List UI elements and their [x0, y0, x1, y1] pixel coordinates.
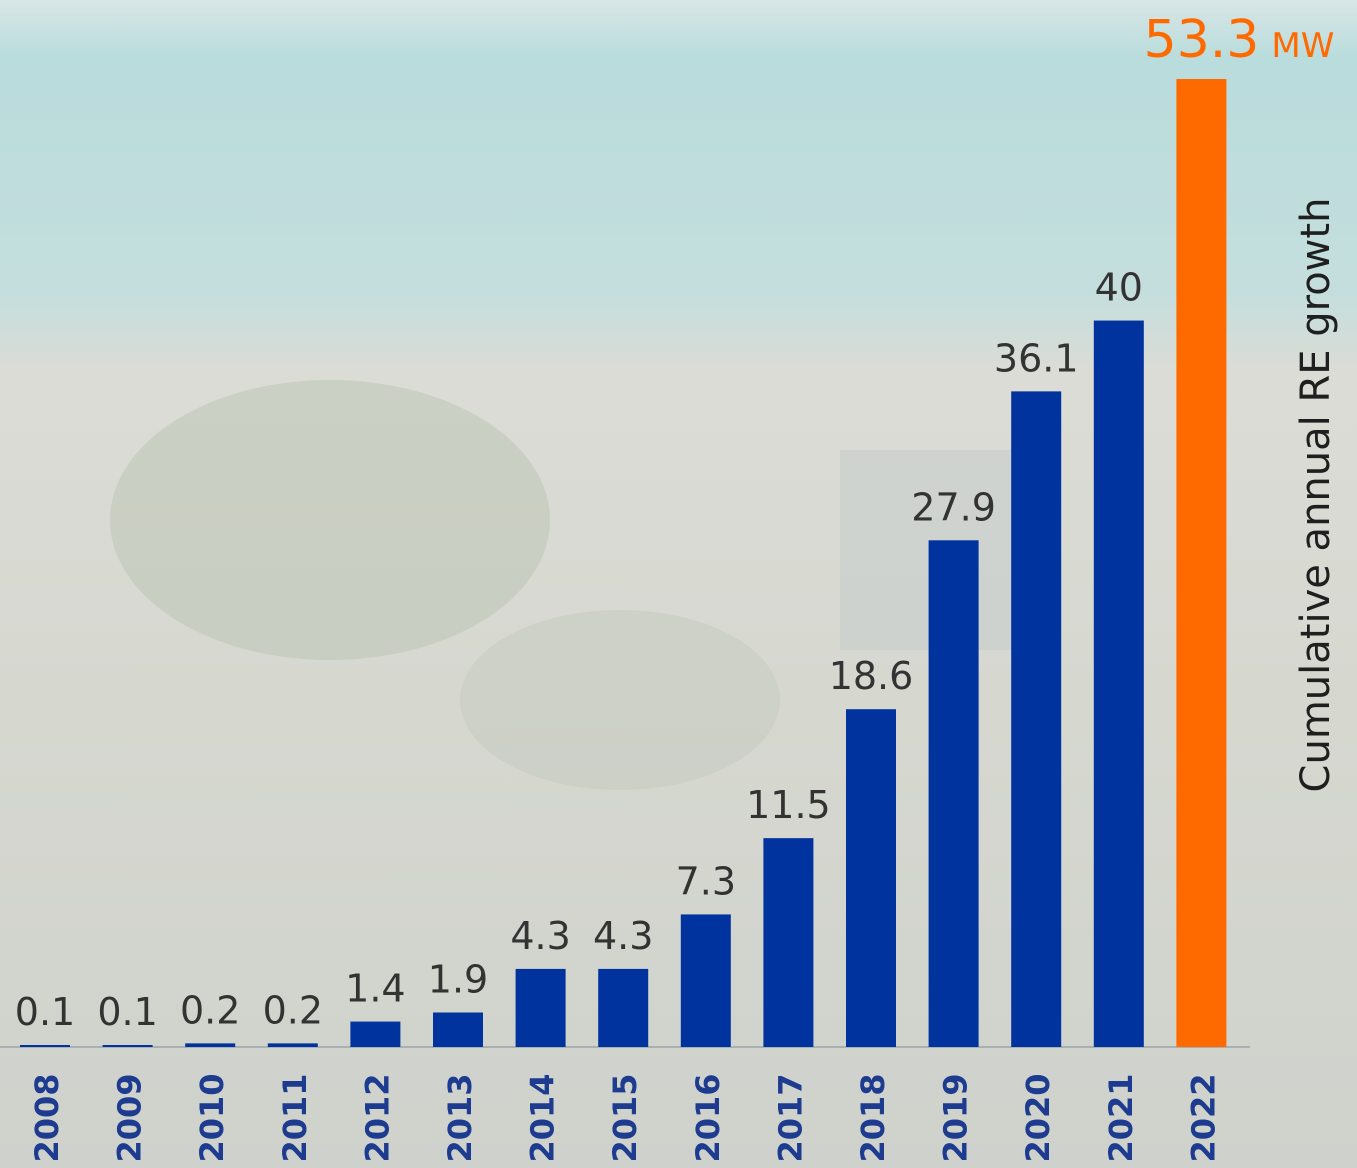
value-label: 4.3 [510, 914, 570, 958]
value-label: 0.2 [180, 988, 240, 1032]
chart: Cumulative annual RE growth 0.1 2008 0.1 20… [0, 0, 1357, 1168]
bar [1176, 79, 1226, 1047]
x-tick-label: 2014 [524, 1073, 562, 1162]
value-label: 4.3 [593, 914, 653, 958]
axis-label: Cumulative annual RE growth [1293, 198, 1339, 793]
value-label: 0.1 [15, 990, 75, 1034]
bar [20, 1045, 70, 1047]
bar [763, 838, 813, 1047]
value-label: 1.9 [428, 957, 488, 1001]
x-tick-label: 2022 [1184, 1073, 1222, 1162]
bar [103, 1045, 153, 1047]
value-label: 40 [1095, 266, 1143, 310]
bar [846, 709, 896, 1047]
x-tick-label: 2017 [771, 1073, 809, 1162]
bar [268, 1043, 318, 1047]
value-label: 53.3 [1144, 10, 1260, 70]
unit-label: MW [1271, 26, 1334, 66]
x-tick-label: 2013 [441, 1073, 479, 1162]
value-label: 0.2 [263, 988, 323, 1032]
x-tick-label: 2011 [276, 1073, 314, 1162]
value-label: 7.3 [676, 859, 736, 903]
x-tick-label: 2008 [28, 1073, 66, 1162]
value-label: 1.4 [345, 967, 405, 1011]
x-tick-label: 2009 [111, 1073, 149, 1162]
bar [1094, 321, 1144, 1047]
x-tick-label: 2018 [854, 1073, 892, 1162]
bar [598, 969, 648, 1047]
x-tick-label: 2012 [358, 1073, 396, 1162]
x-tick-label: 2016 [689, 1073, 727, 1162]
bar [185, 1043, 235, 1047]
bar [929, 540, 979, 1047]
background-roof [460, 610, 780, 790]
bar [516, 969, 566, 1047]
page: Cumulative annual RE growth 0.1 2008 0.1 20… [0, 0, 1357, 1168]
value-label: 11.5 [746, 783, 831, 827]
background-tree [110, 380, 550, 660]
x-tick-label: 2021 [1102, 1073, 1140, 1162]
bar [433, 1012, 483, 1047]
value-label: 18.6 [829, 654, 914, 698]
value-label: 36.1 [994, 336, 1079, 380]
x-tick-label: 2015 [606, 1073, 644, 1162]
x-tick-label: 2020 [1019, 1073, 1057, 1162]
x-tick-label: 2019 [937, 1073, 975, 1162]
bar [1011, 391, 1061, 1047]
value-label: 27.9 [911, 485, 996, 529]
value-label: 0.1 [97, 990, 157, 1034]
bar [350, 1022, 400, 1047]
x-tick-label: 2010 [193, 1073, 231, 1162]
bar [681, 914, 731, 1047]
